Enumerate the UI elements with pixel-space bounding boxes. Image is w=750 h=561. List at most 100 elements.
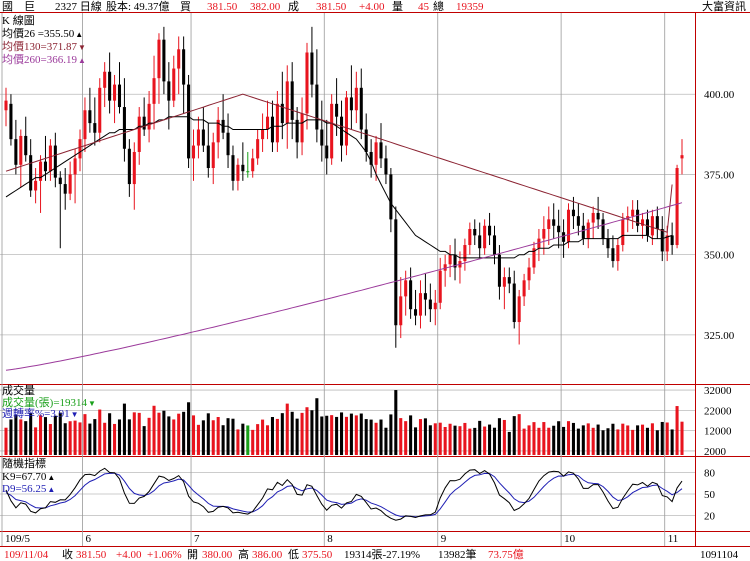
- price-tick-label: 350.00: [704, 250, 735, 262]
- candle-body: [349, 97, 353, 111]
- candle-body: [29, 155, 33, 191]
- volume-bar: [448, 423, 452, 455]
- candle-body: [270, 116, 274, 143]
- candle-body: [256, 139, 260, 159]
- volume-bar: [414, 427, 418, 455]
- total-value: 19359: [456, 1, 484, 13]
- volume-tick-label: 2000: [704, 446, 727, 458]
- candle-body: [310, 52, 314, 85]
- candle-body: [517, 296, 521, 323]
- kd-tick-label: 50: [704, 489, 716, 501]
- candle-body: [562, 232, 566, 242]
- volume-bar: [492, 427, 497, 455]
- kd-tick-label: 80: [704, 467, 716, 479]
- candle-body: [93, 123, 97, 133]
- volume-bar: [132, 412, 136, 455]
- candle-body: [19, 135, 23, 165]
- volume-bar: [152, 405, 156, 455]
- candle-body: [142, 116, 146, 130]
- volume-bar: [497, 418, 501, 455]
- month-label: 11: [668, 533, 679, 545]
- ask-value: 382.00: [250, 1, 281, 13]
- volume-bar: [379, 419, 383, 455]
- legend-d9: D9=56.25▲: [2, 483, 55, 495]
- candle-body: [478, 235, 482, 249]
- candle-body: [53, 145, 57, 178]
- volume-bar: [78, 422, 82, 455]
- volume-bar: [626, 425, 630, 455]
- volume-bar: [601, 430, 605, 455]
- candle-body: [537, 238, 541, 249]
- candle-body: [275, 103, 279, 143]
- volume-bar: [675, 406, 679, 455]
- candle-body: [463, 245, 467, 262]
- k9-line: [5, 467, 683, 521]
- panel-frames: [0, 12, 750, 547]
- volume-bar: [177, 413, 181, 455]
- candle-body: [177, 49, 181, 69]
- candle-body: [552, 219, 556, 226]
- stock-code-period: 2327 日線: [55, 0, 102, 13]
- candle-body: [206, 145, 210, 169]
- volume-bar: [108, 413, 112, 455]
- candle-body: [344, 97, 348, 146]
- candle-body: [443, 264, 447, 271]
- candle-body: [512, 283, 516, 323]
- volume-bar: [660, 421, 664, 455]
- volume-bar: [670, 429, 674, 455]
- candle-body: [187, 84, 191, 159]
- footer-high-value: 386.00: [252, 549, 283, 561]
- candle-body: [325, 145, 329, 159]
- volume-bar: [389, 414, 393, 455]
- volume-bar: [364, 419, 368, 455]
- price-panel: [4, 26, 684, 371]
- candle-body: [335, 103, 339, 117]
- volume-bar: [295, 418, 299, 455]
- candle-body: [226, 132, 230, 156]
- candle-body: [384, 158, 388, 175]
- candle-body: [680, 155, 684, 159]
- volume-bar: [473, 427, 477, 455]
- candle-body: [409, 280, 413, 310]
- candle-body: [354, 87, 358, 111]
- month-label: 8: [327, 533, 333, 545]
- candle-body: [492, 235, 497, 255]
- candle-body: [453, 254, 457, 268]
- candle-body: [675, 168, 679, 246]
- volume-bar: [483, 426, 487, 455]
- volume-bar: [265, 425, 270, 455]
- candle-body: [137, 116, 141, 152]
- candle-body: [566, 209, 571, 242]
- volume-bar: [384, 427, 388, 455]
- volume-bar: [34, 427, 38, 455]
- volume-bar: [226, 418, 230, 455]
- candle-body: [640, 219, 645, 226]
- price-legend: K 線圖 均價26 =355.50▲ 均價130=371.87▼ 均價260=3…: [2, 13, 86, 66]
- volume-bar: [73, 420, 77, 455]
- d9-line: [5, 472, 683, 518]
- candle-body: [73, 158, 77, 175]
- candle-body: [39, 161, 43, 181]
- volume-bar: [458, 426, 462, 455]
- volume-tick-label: 12000: [704, 426, 732, 438]
- candle-body: [285, 81, 289, 124]
- volume-legend: 成交量 成交量(張)=19314▼ 週轉率%=3.91▼: [2, 383, 96, 420]
- volume-bar: [581, 425, 585, 455]
- legend-k9: K9=67.70▲: [2, 471, 55, 483]
- volume-bar: [290, 411, 294, 455]
- candle-body: [374, 142, 378, 165]
- candle-body: [591, 212, 595, 223]
- candle-body: [147, 103, 151, 130]
- stock-name: 國 巨: [2, 0, 35, 13]
- candle-body: [315, 84, 319, 130]
- footer-change: +4.00: [116, 549, 142, 561]
- volume-bar: [596, 424, 600, 455]
- volume-bar: [330, 415, 334, 455]
- kd-legend: 隨機指標 K9=67.70▲ D9=56.25▲: [2, 456, 55, 495]
- volume-bar: [246, 425, 250, 455]
- legend-turnover: 週轉率%=3.91▼: [2, 406, 79, 420]
- ma260-line: [5, 202, 683, 371]
- volume-bar: [157, 412, 161, 455]
- candle-body: [261, 129, 265, 140]
- candle-body: [182, 49, 186, 85]
